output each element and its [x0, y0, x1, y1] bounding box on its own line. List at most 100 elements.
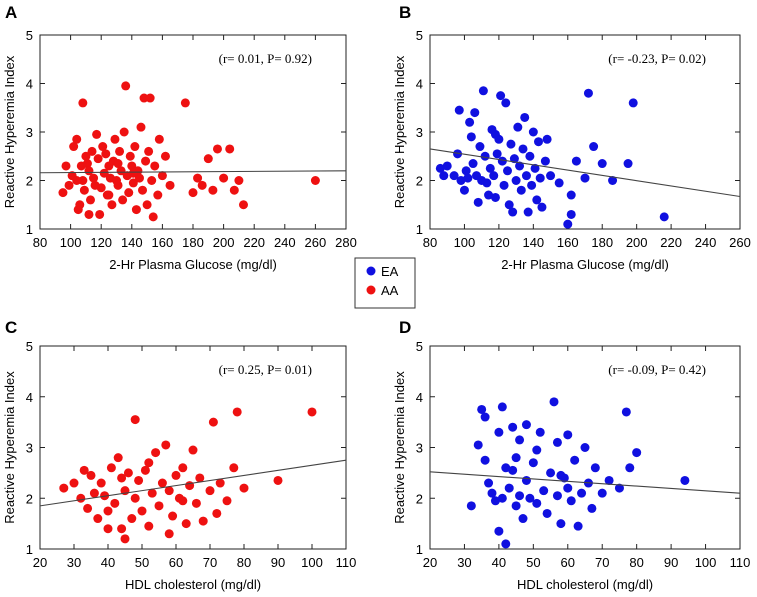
data-point — [164, 486, 174, 496]
x-tick-label: 240 — [274, 235, 296, 250]
data-point — [542, 508, 552, 518]
data-point — [85, 195, 95, 205]
data-point — [93, 154, 103, 164]
data-point — [528, 458, 538, 468]
x-tick-label: 50 — [526, 555, 540, 570]
data-point — [521, 420, 531, 430]
data-point — [484, 190, 494, 200]
y-tick-label: 4 — [26, 390, 33, 405]
data-point — [82, 159, 92, 169]
x-tick-label: 50 — [135, 555, 149, 570]
data-point — [552, 437, 562, 447]
data-point — [142, 200, 152, 210]
data-point — [75, 200, 85, 210]
data-point — [208, 185, 218, 195]
x-tick-label: 240 — [695, 235, 717, 250]
panel-C: C 20 30 40 50 60 70 80 90 100 110 1 2 3 4 5 HDL choleste… — [2, 318, 356, 592]
data-point — [273, 475, 283, 485]
data-point — [532, 498, 542, 508]
data-point — [160, 151, 170, 161]
stats-annotation: (r= -0.23, P= 0.02) — [608, 51, 706, 66]
data-point — [205, 486, 215, 496]
data-point — [130, 415, 140, 425]
x-tick-label: 80 — [629, 555, 643, 570]
data-point — [86, 470, 96, 480]
data-point — [238, 200, 248, 210]
data-point — [468, 159, 478, 169]
y-tick-label: 5 — [416, 339, 423, 354]
x-tick-label: 30 — [457, 555, 471, 570]
data-point — [138, 185, 148, 195]
data-point — [96, 478, 106, 488]
data-point — [171, 470, 181, 480]
data-point — [513, 122, 523, 132]
data-point — [72, 176, 82, 185]
x-tick-label: 200 — [213, 235, 235, 250]
y-tick-label: 5 — [26, 28, 33, 43]
data-point — [147, 488, 157, 498]
data-point — [563, 219, 573, 229]
x-axis-label: 2-Hr Plasma Glucose (mg/dl) — [501, 257, 669, 272]
x-tick-label: 180 — [591, 235, 613, 250]
y-tick-label: 2 — [26, 491, 33, 506]
data-point — [463, 173, 473, 183]
data-point — [58, 188, 68, 198]
data-point — [456, 176, 466, 185]
data-point — [546, 468, 556, 478]
data-point — [597, 159, 607, 169]
data-point — [123, 468, 133, 478]
data-point — [92, 129, 102, 139]
data-point — [566, 496, 576, 506]
data-point — [198, 516, 208, 526]
y-tick-label: 5 — [416, 28, 423, 43]
data-point — [128, 168, 138, 178]
trend-line — [429, 471, 741, 494]
data-point — [95, 209, 105, 219]
y-tick-label: 1 — [26, 542, 33, 557]
data-point — [587, 503, 597, 513]
data-point — [439, 171, 449, 181]
data-point — [178, 496, 188, 506]
panel-A: A 80 100 120 140 160 180 200 220 240 260 280 1 2 3 4 5 2-… — [2, 3, 357, 272]
data-point — [310, 176, 320, 185]
data-point — [478, 86, 488, 96]
data-point — [161, 440, 171, 450]
data-point — [181, 519, 191, 529]
y-tick-label: 3 — [26, 441, 33, 456]
data-point — [454, 105, 464, 115]
data-point — [89, 173, 99, 183]
data-point — [193, 173, 203, 183]
data-point — [466, 501, 476, 511]
data-point — [79, 185, 89, 195]
x-tick-label: 180 — [182, 235, 204, 250]
data-point — [466, 132, 476, 142]
data-point — [115, 146, 125, 156]
y-axis-label: Reactive Hyperemia Index — [2, 371, 17, 524]
data-point — [515, 491, 525, 501]
data-point — [145, 93, 155, 103]
data-point — [140, 465, 150, 475]
data-point — [501, 463, 511, 473]
data-point — [570, 455, 580, 465]
data-point — [461, 166, 471, 176]
data-point — [84, 166, 94, 176]
data-point — [566, 209, 576, 219]
data-point — [185, 481, 195, 491]
x-tick-label: 110 — [730, 555, 751, 570]
data-point — [537, 202, 547, 212]
data-point — [499, 180, 509, 190]
data-point — [542, 134, 552, 144]
data-point — [164, 529, 174, 539]
data-point — [552, 491, 562, 501]
data-point — [535, 173, 545, 183]
data-point — [120, 534, 130, 544]
data-point — [518, 144, 528, 154]
data-point — [134, 173, 144, 183]
data-point — [232, 407, 242, 417]
data-point — [680, 475, 690, 485]
x-tick-label: 160 — [152, 235, 174, 250]
data-point — [490, 129, 500, 139]
data-point — [614, 483, 624, 493]
data-point — [127, 161, 137, 171]
data-point — [532, 195, 542, 205]
